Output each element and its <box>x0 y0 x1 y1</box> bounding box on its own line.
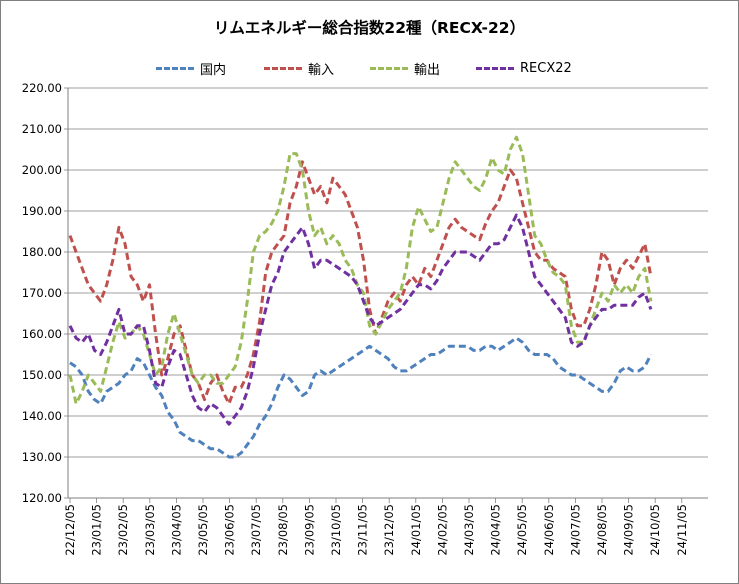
y-tick-label: 220.00 <box>22 81 62 95</box>
y-tick-label: 210.00 <box>22 122 62 136</box>
legend-label-recx22: RECX22 <box>520 60 572 76</box>
legend-item-yushutsu: 輸出 <box>370 58 440 78</box>
x-tick-label: 24/08/05 <box>595 504 609 556</box>
legend-label-yushutsu: 輸出 <box>414 62 441 78</box>
x-tick-label: 23/04/05 <box>169 504 183 556</box>
legend-label-yunyu: 輸入 <box>308 62 335 78</box>
legend-swatch-kokunai <box>156 66 194 70</box>
x-tick-label: 23/05/05 <box>196 504 210 556</box>
legend-item-kokunai: 国内 <box>156 58 226 78</box>
x-tick-label: 24/10/05 <box>648 504 662 556</box>
x-tick-label: 23/10/05 <box>329 504 343 556</box>
x-tick-label: 24/09/05 <box>622 504 636 556</box>
y-tick-label: 120.00 <box>22 491 62 505</box>
x-tick-label: 23/02/05 <box>116 504 130 556</box>
legend-item-recx22: RECX22 <box>476 58 572 78</box>
y-tick-label: 140.00 <box>22 409 62 423</box>
x-tick-label: 24/02/05 <box>435 504 449 556</box>
series-line-yushutsu <box>68 135 653 406</box>
x-tick-label: 23/06/05 <box>223 504 237 556</box>
series-line-kokunai <box>69 336 653 459</box>
x-tick-label: 23/03/05 <box>143 504 157 556</box>
x-tick-label: 23/08/05 <box>276 504 290 556</box>
x-tick-label: 24/07/05 <box>568 504 582 556</box>
y-tick-label: 150.00 <box>22 368 62 382</box>
chart-title: リムエネルギー総合指数22種（RECX-22） <box>213 19 526 37</box>
legend-swatch-yushutsu <box>370 66 408 70</box>
legend-swatch-recx22 <box>476 66 514 70</box>
x-tick-label: 23/01/05 <box>90 504 104 556</box>
series-line-recx22 <box>68 213 653 426</box>
legend-swatch-yunyu <box>264 66 302 70</box>
x-tick-label: 24/01/05 <box>409 504 423 556</box>
x-tick-label: 23/11/05 <box>356 504 370 556</box>
x-tick-label: 23/09/05 <box>302 504 316 556</box>
x-tick-label: 24/06/05 <box>542 504 556 556</box>
series-line-yunyu <box>68 160 653 406</box>
y-tick-label: 130.00 <box>22 450 62 464</box>
x-tick-label: 23/07/05 <box>249 504 263 556</box>
y-tick-label: 170.00 <box>22 286 62 300</box>
y-tick-label: 200.00 <box>22 163 62 177</box>
x-tick-label: 24/03/05 <box>462 504 476 556</box>
x-tick-label: 24/11/05 <box>675 504 689 556</box>
x-tick-label: 22/12/05 <box>63 504 77 556</box>
x-tick-label: 24/05/05 <box>515 504 529 556</box>
y-tick-label: 180.00 <box>22 245 62 259</box>
legend: 国内 輸入 輸出 RECX22 <box>0 58 739 78</box>
y-tick-label: 190.00 <box>22 204 62 218</box>
y-tick-label: 160.00 <box>22 327 62 341</box>
x-tick-label: 24/04/05 <box>489 504 503 556</box>
legend-label-kokunai: 国内 <box>200 62 227 78</box>
legend-item-yunyu: 輸入 <box>264 58 334 78</box>
x-tick-label: 23/12/05 <box>382 504 396 556</box>
